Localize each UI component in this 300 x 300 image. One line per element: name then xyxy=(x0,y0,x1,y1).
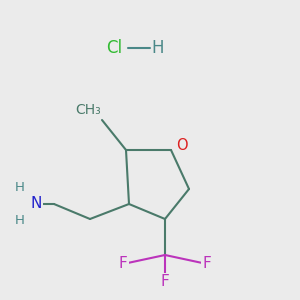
Text: H: H xyxy=(15,214,24,227)
Text: F: F xyxy=(202,256,211,272)
Text: N: N xyxy=(30,196,42,211)
Text: F: F xyxy=(118,256,127,272)
Text: Cl: Cl xyxy=(106,39,122,57)
Text: O: O xyxy=(176,138,187,153)
Text: CH₃: CH₃ xyxy=(76,103,101,116)
Text: H: H xyxy=(151,39,164,57)
Text: F: F xyxy=(160,274,169,290)
Text: H: H xyxy=(15,181,24,194)
